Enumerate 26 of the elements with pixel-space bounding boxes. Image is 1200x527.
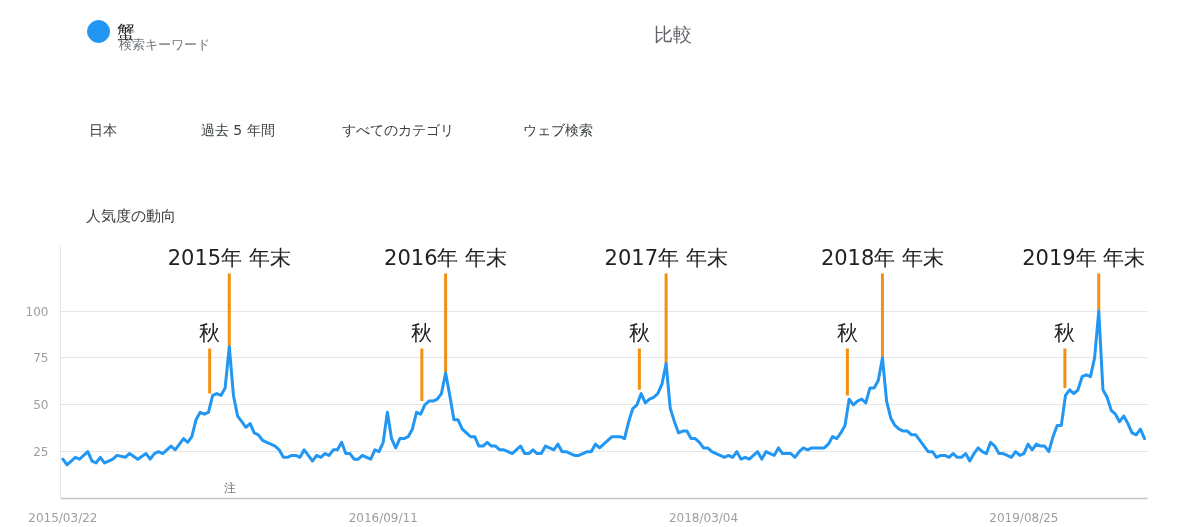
text: すべてのカテゴリ <box>342 121 455 138</box>
x-tick-label: 2018/03/04 <box>668 510 739 525</box>
annotation: 2019年 年末 <box>1022 245 1146 270</box>
y-tick-label: 25 <box>33 445 49 460</box>
x-tick-label: 2019/08/25 <box>989 510 1059 525</box>
line-series <box>61 309 1147 467</box>
annotation: 注 <box>223 480 236 495</box>
y-tick-label: 100 <box>25 304 49 319</box>
annotation: 2016年 年末 <box>384 245 508 270</box>
text: ウェブ検索 <box>523 121 594 138</box>
annotation: 秋 <box>836 320 858 345</box>
text: 比較 <box>653 22 692 45</box>
chart-title: 人気度の動向 <box>85 206 176 225</box>
annotation: 秋 <box>411 320 433 345</box>
annotation: 秋 <box>1054 320 1076 345</box>
annotation: 2018年 年末 <box>820 245 944 270</box>
x-tick-label: 2016/09/11 <box>348 510 418 525</box>
annotation: 2017年 年末 <box>604 245 728 270</box>
text: 日本 <box>89 121 118 138</box>
y-tick-label: 50 <box>33 398 49 413</box>
annotation: 2015年 年末 <box>167 245 291 270</box>
annotation: 秋 <box>199 320 221 345</box>
y-tick-label: 75 <box>33 351 49 366</box>
annotation: 秋 <box>628 320 650 345</box>
text: 過去 5 年間 <box>200 121 275 138</box>
x-tick-label: 2015/03/22 <box>28 510 98 525</box>
